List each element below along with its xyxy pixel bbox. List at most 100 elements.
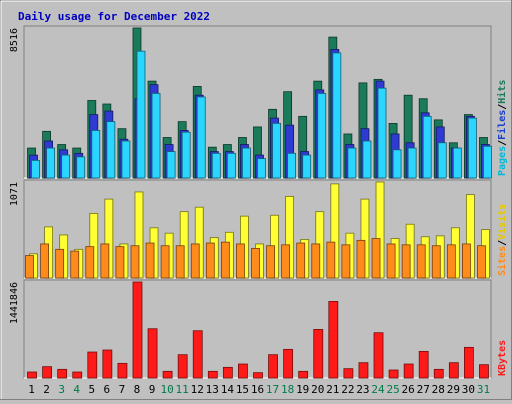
bar-sites-day-1 (25, 255, 34, 279)
bar-sites-day-12 (190, 243, 200, 279)
bar-sites-day-19 (296, 242, 306, 279)
panel-visits-ymax-label: 1071 (9, 182, 20, 206)
bar-kbytes-day-22 (343, 368, 354, 379)
bar-sites-day-11 (175, 245, 185, 279)
bar-pages-day-30 (467, 117, 477, 179)
bar-kbytes-day-25 (388, 369, 399, 379)
x-label-day-4: 4 (73, 383, 80, 396)
bar-pages-day-22 (347, 147, 357, 179)
bar-sites-day-22 (341, 244, 351, 279)
bar-pages-day-4 (76, 156, 86, 179)
x-label-day-15: 15 (236, 383, 249, 396)
bar-kbytes-day-20 (313, 328, 324, 379)
bar-sites-day-21 (326, 241, 336, 279)
bar-sites-day-2 (40, 243, 49, 279)
series-label-kbytes: KBytes (497, 340, 508, 376)
bar-sites-day-25 (386, 243, 396, 279)
series-label-sites: Sites (496, 246, 508, 276)
x-label-day-29: 29 (447, 383, 460, 396)
bar-sites-day-31 (477, 245, 486, 279)
bar-pages-day-14 (226, 152, 236, 179)
x-label-day-3: 3 (58, 383, 65, 396)
bar-kbytes-day-11 (177, 354, 188, 379)
bar-pages-day-6 (106, 121, 116, 179)
bar-kbytes-day-9 (147, 328, 158, 379)
bar-kbytes-day-2 (42, 366, 52, 379)
bar-sites-day-10 (160, 245, 170, 279)
panel-kbytes-series-labels: KBytes (497, 340, 508, 376)
x-label-day-23: 23 (356, 383, 369, 396)
x-label-day-16: 16 (251, 383, 264, 396)
x-label-day-12: 12 (191, 383, 204, 396)
bar-kbytes-day-10 (162, 370, 173, 379)
x-label-day-21: 21 (326, 383, 339, 396)
bar-kbytes-day-16 (253, 372, 263, 379)
bar-pages-day-18 (287, 152, 297, 179)
bar-pages-day-8 (136, 50, 146, 179)
bar-pages-day-1 (31, 159, 40, 179)
bar-sites-day-9 (145, 242, 155, 279)
bar-kbytes-day-26 (403, 363, 414, 379)
x-label-day-10: 10 (160, 383, 173, 396)
x-label-day-5: 5 (88, 383, 95, 396)
panel-visits: 1071 Sites/Visits (9, 179, 508, 279)
bar-kbytes-day-29 (448, 362, 459, 379)
bar-pages-day-28 (437, 142, 447, 179)
bar-pages-day-7 (121, 140, 131, 179)
x-label-day-26: 26 (402, 383, 415, 396)
panel-kbytes-ymax-label: 1441846 (9, 282, 20, 324)
bar-kbytes-day-8 (132, 281, 143, 379)
bar-sites-day-15 (236, 243, 245, 279)
bar-sites-day-18 (281, 244, 291, 279)
x-label-day-9: 9 (149, 383, 156, 396)
bar-pages-day-24 (377, 87, 387, 179)
x-label-day-8: 8 (134, 383, 141, 396)
bar-kbytes-day-3 (57, 368, 68, 379)
bar-pages-day-19 (302, 154, 312, 179)
bar-sites-day-3 (55, 248, 65, 279)
x-label-day-18: 18 (281, 383, 294, 396)
x-label-day-31: 31 (477, 383, 490, 396)
bar-kbytes-day-4 (72, 371, 83, 379)
bar-sites-day-4 (70, 250, 80, 279)
series-label-files: Files (496, 110, 508, 140)
bar-pages-day-31 (483, 145, 492, 179)
bar-pages-day-29 (452, 147, 462, 179)
chart-title: Daily usage for December 2022 (18, 10, 210, 23)
bar-pages-day-23 (362, 140, 372, 179)
bar-kbytes-day-1 (27, 371, 37, 379)
bar-kbytes-day-31 (479, 364, 489, 379)
bar-pages-day-5 (91, 130, 101, 179)
bar-pages-day-27 (422, 115, 432, 179)
bar-pages-day-11 (181, 131, 191, 179)
x-label-day-7: 7 (119, 383, 126, 396)
bar-pages-day-2 (46, 147, 55, 179)
bar-kbytes-day-5 (87, 351, 98, 379)
bar-pages-day-3 (61, 154, 71, 179)
bar-pages-day-13 (211, 152, 221, 179)
bar-sites-day-5 (85, 246, 95, 279)
bar-pages-day-20 (317, 93, 327, 179)
bar-sites-day-7 (115, 246, 125, 279)
bar-kbytes-day-23 (358, 362, 369, 379)
bar-pages-day-17 (272, 123, 281, 179)
label-separator: / (497, 140, 508, 146)
label-separator: / (497, 104, 508, 110)
bar-kbytes-day-7 (117, 362, 128, 379)
x-label-day-22: 22 (341, 383, 354, 396)
x-label-day-24: 24 (371, 383, 385, 396)
bar-kbytes-day-15 (238, 363, 248, 379)
bar-kbytes-day-12 (192, 330, 203, 379)
bar-pages-day-26 (407, 147, 417, 179)
bar-sites-day-17 (266, 245, 275, 279)
bar-sites-day-29 (446, 244, 456, 279)
bar-sites-day-13 (205, 242, 215, 279)
x-label-day-13: 13 (206, 383, 219, 396)
bar-kbytes-day-21 (328, 301, 339, 379)
bar-sites-day-8 (130, 245, 140, 279)
bar-sites-day-14 (220, 241, 230, 279)
series-label-hits: Hits (496, 80, 508, 104)
